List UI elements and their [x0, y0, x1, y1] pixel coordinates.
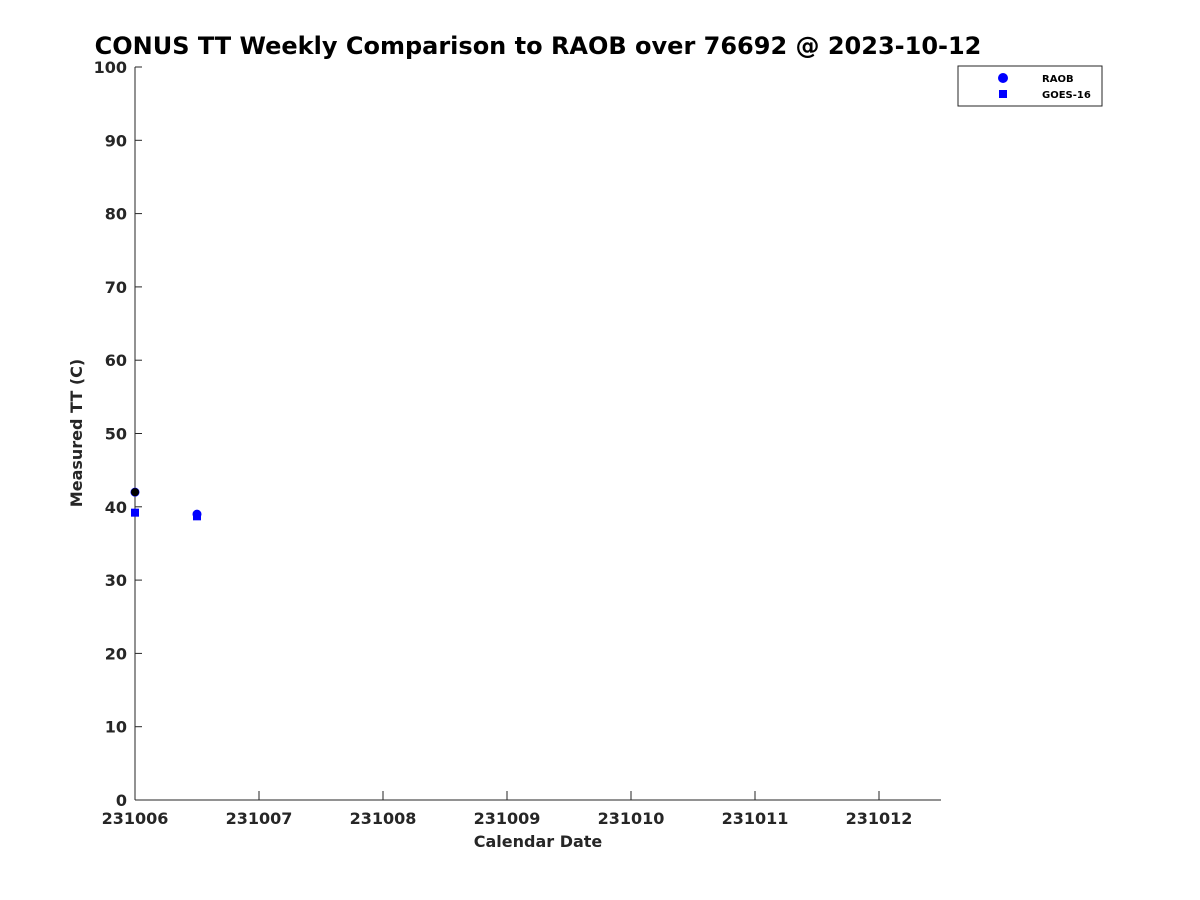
y-tick-label: 80: [105, 205, 127, 224]
y-tick-label: 40: [105, 498, 127, 517]
raob-highlight-point: [131, 488, 139, 497]
x-tick-label: 231006: [102, 809, 169, 828]
legend-raob-label: RAOB: [1042, 74, 1074, 85]
data-marks: [130, 487, 202, 521]
legend-raob-marker: [998, 73, 1008, 83]
x-tick-label: 231011: [722, 809, 789, 828]
goes-16-point: [131, 508, 139, 517]
y-tick-label: 20: [105, 644, 127, 663]
y-tick-label: 0: [116, 791, 127, 810]
y-tick-label: 100: [94, 58, 127, 77]
y-tick-label: 50: [105, 425, 127, 444]
x-tick-label: 231009: [474, 809, 541, 828]
x-tick-label: 231012: [846, 809, 913, 828]
goes-16-point: [193, 512, 201, 521]
x-axis-label: Calendar Date: [474, 832, 603, 851]
x-ticks: 231006 231007 231008 231009 231010 231011 2310…: [102, 791, 913, 828]
x-tick-label: 231010: [598, 809, 665, 828]
legend-box: [957, 65, 1103, 107]
x-tick-label: 231007: [226, 809, 293, 828]
y-tick-label: 30: [105, 571, 127, 590]
x-tick-label: 231008: [350, 809, 417, 828]
y-ticks: 0 10 20 30 40 50 60 70 80 90 100: [94, 58, 142, 810]
chart-title: CONUS TT Weekly Comparison to RAOB over …: [95, 32, 982, 60]
y-tick-label: 60: [105, 351, 127, 370]
y-axis-label: Measured TT (C): [67, 359, 86, 507]
legend-goes-marker: [999, 90, 1007, 98]
y-tick-label: 90: [105, 131, 127, 150]
y-tick-label: 70: [105, 278, 127, 297]
y-tick-label: 10: [105, 718, 127, 737]
legend: RAOB GOES-16: [957, 65, 1103, 107]
legend-goes-label: GOES-16: [1042, 90, 1091, 101]
